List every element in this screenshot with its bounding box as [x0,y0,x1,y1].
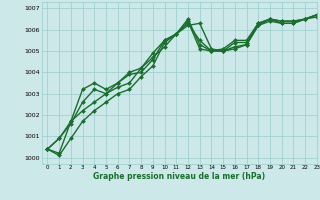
X-axis label: Graphe pression niveau de la mer (hPa): Graphe pression niveau de la mer (hPa) [93,172,265,181]
